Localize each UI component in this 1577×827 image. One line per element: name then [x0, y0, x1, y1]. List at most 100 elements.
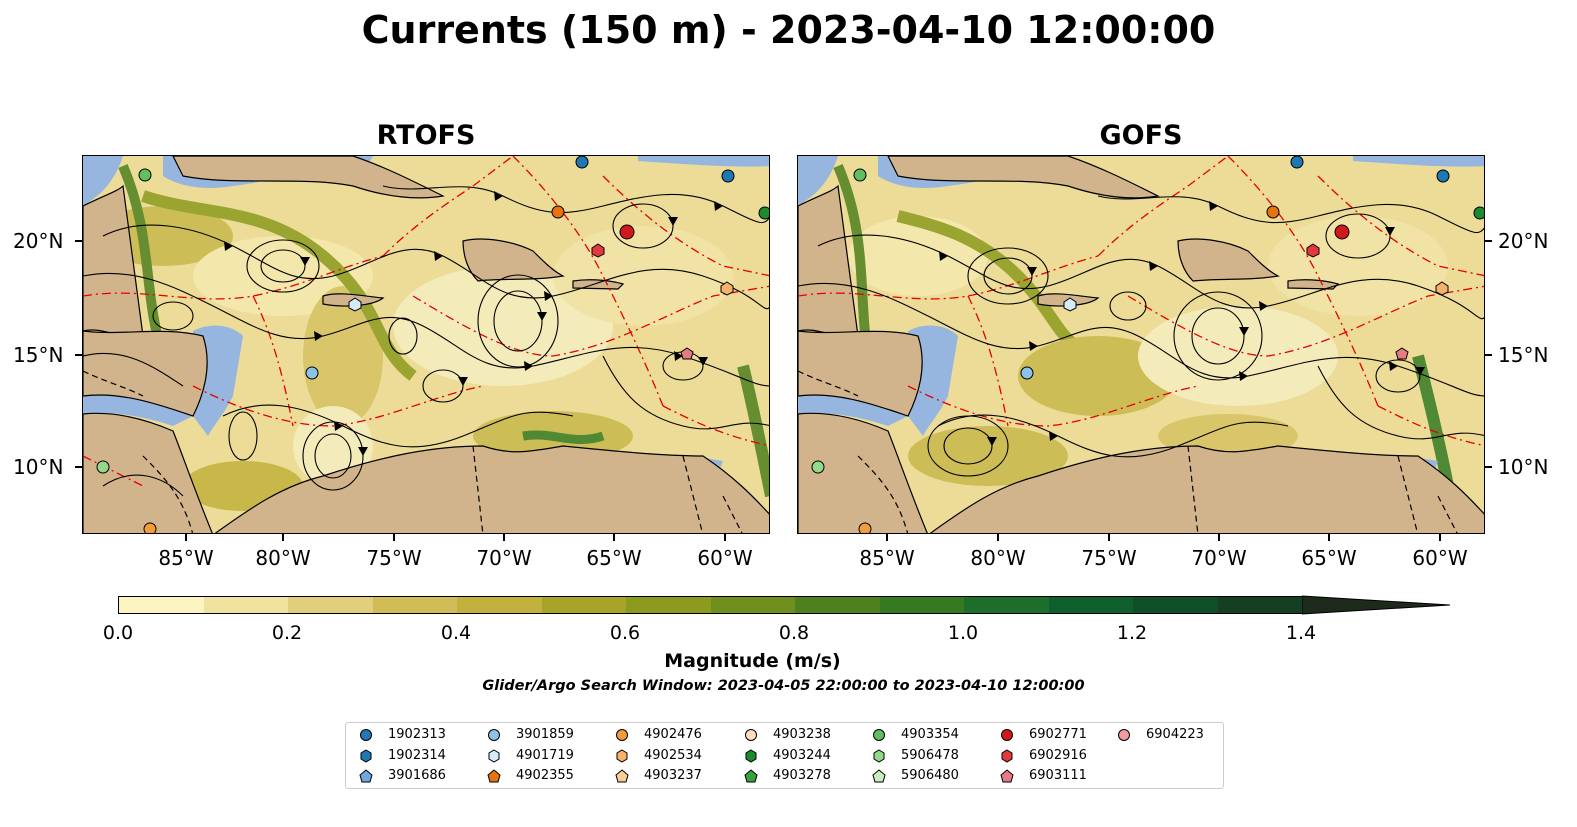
colorbar-tick: 1.2	[1116, 622, 1148, 644]
circle-marker-icon	[745, 729, 757, 741]
y-tick-label: 20°N	[1498, 229, 1549, 253]
y-tick-label: 10°N	[13, 455, 64, 479]
colorbar-segment	[119, 597, 204, 613]
circle-marker-icon	[616, 729, 628, 741]
hexagon-marker-icon	[360, 749, 372, 763]
colorbar-segment	[372, 597, 457, 613]
x-tick-mark	[886, 534, 888, 541]
legend-item-label: 3901686	[388, 768, 446, 783]
colorbar	[118, 596, 1303, 614]
legend-item-label: 6902916	[1029, 748, 1087, 763]
search-window-caption: Glider/Argo Search Window: 2023-04-05 22…	[482, 678, 1085, 694]
colorbar-segment	[1217, 597, 1302, 613]
pentagon-marker-icon	[872, 769, 886, 783]
circle-marker-icon	[488, 729, 500, 741]
colorbar-segment	[626, 597, 711, 613]
gofs-map	[797, 155, 1485, 534]
x-tick-label: 65°W	[586, 546, 642, 570]
x-tick-mark	[185, 534, 187, 541]
y-tick-label: 10°N	[1498, 455, 1549, 479]
pentagon-marker-icon	[744, 769, 758, 783]
hexagon-marker-icon	[873, 749, 885, 763]
circle-marker-icon	[873, 729, 885, 741]
colorbar-segment	[288, 597, 373, 613]
x-tick-label: 70°W	[476, 546, 532, 570]
rtofs-map	[82, 155, 770, 534]
x-tick-label: 60°W	[697, 546, 753, 570]
colorbar-tick: 0.2	[271, 622, 303, 644]
colorbar-label: Magnitude (m/s)	[664, 650, 841, 672]
y-tick-mark	[1485, 466, 1492, 468]
pentagon-marker-icon	[1000, 769, 1014, 783]
colorbar-segment	[964, 597, 1049, 613]
legend-item-label: 1902313	[388, 727, 446, 742]
pentagon-marker-icon	[487, 769, 501, 783]
legend-item-label: 5906478	[901, 748, 959, 763]
rtofs-map-canvas	[83, 156, 769, 533]
x-tick-mark	[393, 534, 395, 541]
hexagon-marker-icon	[745, 749, 757, 763]
x-tick-label: 70°W	[1191, 546, 1247, 570]
colorbar-tick: 0.8	[778, 622, 810, 644]
pentagon-marker-icon	[359, 769, 373, 783]
colorbar-segment	[710, 597, 795, 613]
x-tick-label: 65°W	[1301, 546, 1357, 570]
x-tick-mark	[724, 534, 726, 541]
colorbar-segment	[457, 597, 542, 613]
x-tick-label: 75°W	[366, 546, 422, 570]
circle-marker-icon	[360, 729, 372, 741]
legend-item-label: 4903354	[901, 727, 959, 742]
colorbar-segment	[879, 597, 964, 613]
y-tick-mark	[75, 466, 82, 468]
x-tick-mark	[503, 534, 505, 541]
legend-item-label: 4902534	[644, 748, 702, 763]
legend-item-label: 6903111	[1029, 768, 1087, 783]
legend-item-label: 4903244	[773, 748, 831, 763]
legend-item-label: 4903237	[644, 768, 702, 783]
legend-item-label: 4903278	[773, 768, 831, 783]
colorbar-tick: 0.4	[440, 622, 472, 644]
x-tick-mark	[613, 534, 615, 541]
x-tick-mark	[282, 534, 284, 541]
pentagon-marker-icon	[615, 769, 629, 783]
figure-title: Currents (150 m) - 2023-04-10 12:00:00	[361, 8, 1216, 52]
panel-title-gofs: GOFS	[1099, 120, 1183, 151]
legend-item-label: 6904223	[1146, 727, 1204, 742]
y-tick-label: 15°N	[13, 343, 64, 367]
legend-item-label: 3901859	[516, 727, 574, 742]
colorbar-segment	[1048, 597, 1133, 613]
legend-item-label: 4903238	[773, 727, 831, 742]
x-tick-label: 85°W	[158, 546, 214, 570]
colorbar-segment	[795, 597, 880, 613]
y-tick-mark	[75, 240, 82, 242]
panel-title-rtofs: RTOFS	[376, 120, 476, 151]
colorbar-segment	[541, 597, 626, 613]
x-tick-mark	[1328, 534, 1330, 541]
colorbar-segment	[1133, 597, 1218, 613]
circle-marker-icon	[1001, 729, 1013, 741]
legend: 1902313 1902314 3901686 3901859 4901719 49023…	[345, 722, 1224, 789]
hexagon-marker-icon	[616, 749, 628, 763]
y-tick-label: 15°N	[1498, 343, 1549, 367]
legend-item-label: 6902771	[1029, 727, 1087, 742]
x-tick-label: 75°W	[1081, 546, 1137, 570]
colorbar-tick: 0.0	[102, 622, 134, 644]
circle-marker-icon	[1118, 729, 1130, 741]
gofs-map-canvas	[798, 156, 1484, 533]
legend-item-label: 4901719	[516, 748, 574, 763]
colorbar-segment	[203, 597, 288, 613]
y-tick-mark	[75, 354, 82, 356]
x-tick-label: 60°W	[1412, 546, 1468, 570]
y-tick-label: 20°N	[13, 229, 64, 253]
x-tick-mark	[1108, 534, 1110, 541]
colorbar-tick: 1.4	[1285, 622, 1317, 644]
x-tick-mark	[1218, 534, 1220, 541]
colorbar-tick: 1.0	[947, 622, 979, 644]
hexagon-marker-icon	[1001, 749, 1013, 763]
x-tick-label: 85°W	[859, 546, 915, 570]
hexagon-marker-icon	[488, 749, 500, 763]
x-tick-mark	[1439, 534, 1441, 541]
legend-item-label: 5906480	[901, 768, 959, 783]
legend-item-label: 4902476	[644, 727, 702, 742]
legend-item-label: 1902314	[388, 748, 446, 763]
